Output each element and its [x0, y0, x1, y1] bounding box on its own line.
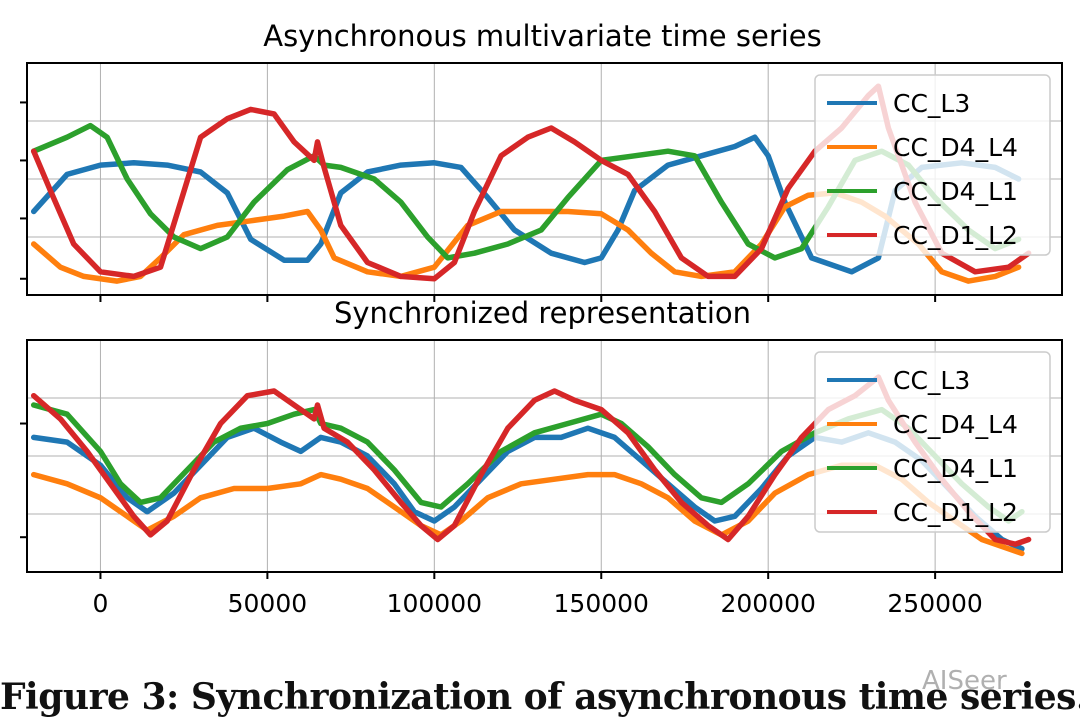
plot-frame [26, 339, 1063, 573]
x-tick-label: 50000 [228, 589, 308, 618]
legend-label: CC_D4_L4 [893, 410, 1018, 439]
legend: CC_L3 CC_D4_L4 CC_D4_L1 CC_D1_L2 [814, 74, 1051, 256]
chart-title: Synchronized representation [334, 296, 751, 330]
legend-box [814, 74, 1051, 256]
x-tick-label: 0 [92, 589, 108, 618]
chart-panel-1: Asynchronous multivariate time series CC_… [20, 19, 1063, 302]
legend: CC_L3 CC_D4_L4 CC_D4_L1 CC_D1_L2 [814, 351, 1051, 533]
legend-label: CC_D1_L2 [893, 498, 1018, 527]
x-tick-label: 100000 [387, 589, 482, 618]
legend-label: CC_L3 [893, 89, 970, 118]
figure-caption: Figure 3: Synchronization of asynchronou… [0, 676, 1080, 718]
x-tick-label: 200000 [720, 589, 815, 618]
x-tick-label: 150000 [554, 589, 649, 618]
legend-label: CC_D4_L4 [893, 133, 1018, 162]
plot-frame [26, 62, 1063, 296]
legend-box [814, 351, 1051, 533]
legend-label: CC_D4_L1 [893, 177, 1018, 206]
legend-label: CC_L3 [893, 366, 970, 395]
x-tick-label: 250000 [887, 589, 982, 618]
watermark-text: AISeer [922, 666, 1007, 696]
chart-title: Asynchronous multivariate time series [263, 19, 822, 53]
legend-label: CC_D4_L1 [893, 454, 1018, 483]
legend-label: CC_D1_L2 [893, 221, 1018, 250]
series-line-cc-l3 [30, 134, 1022, 275]
chart-panel-2: 0 50000 100000 150000 200000 250000 Synchroniz… [20, 296, 1063, 618]
